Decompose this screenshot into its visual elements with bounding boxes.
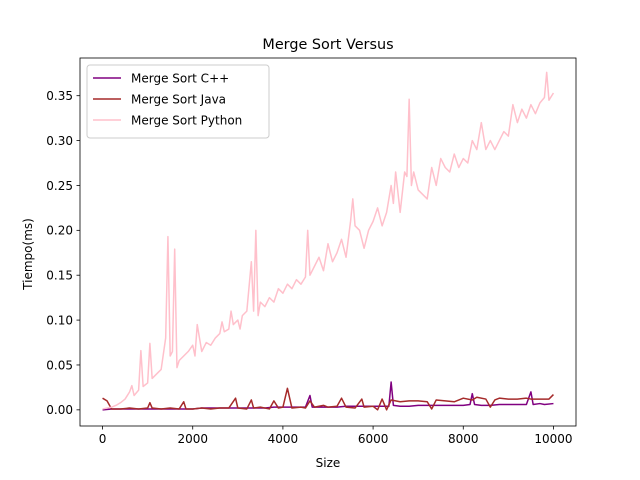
x-axis-label: Size [316,456,341,470]
chart-title: Merge Sort Versus [262,37,393,53]
legend: Merge Sort C++ Merge Sort Java Merge Sort … [86,64,270,139]
x-tick-label: 8000 [448,432,479,446]
y-axis-ticks: 0.00 0.05 0.10 0.15 0.20 0.25 0.30 0.35 [46,89,80,417]
y-tick-label: 0.15 [46,269,73,283]
x-tick-label: 4000 [268,432,299,446]
y-tick-label: 0.00 [46,403,73,417]
x-tick-label: 0 [99,432,107,446]
axes-frame [79,57,577,427]
y-tick-label: 0.20 [46,224,73,238]
axes-border [79,57,577,427]
x-axis-ticks: 0 2000 4000 6000 8000 10000 [99,426,573,446]
y-axis-label: Tiempo(ms) [21,218,35,291]
y-tick-label: 0.10 [46,313,73,327]
legend-label: Merge Sort Java [131,93,226,107]
legend-label: Merge Sort Python [131,114,242,128]
series-line-3 [102,71,555,410]
y-tick-label: 0.05 [46,358,73,372]
legend-box [86,64,270,139]
x-tick-label: 6000 [358,432,389,446]
plot-lines [102,71,555,411]
series-line-2 [102,387,554,411]
y-tick-label: 0.35 [46,89,73,103]
y-tick-label: 0.25 [46,179,73,193]
y-tick-label: 0.30 [46,134,73,148]
legend-label: Merge Sort C++ [131,72,229,86]
x-tick-label: 10000 [534,432,572,446]
x-tick-label: 2000 [177,432,208,446]
